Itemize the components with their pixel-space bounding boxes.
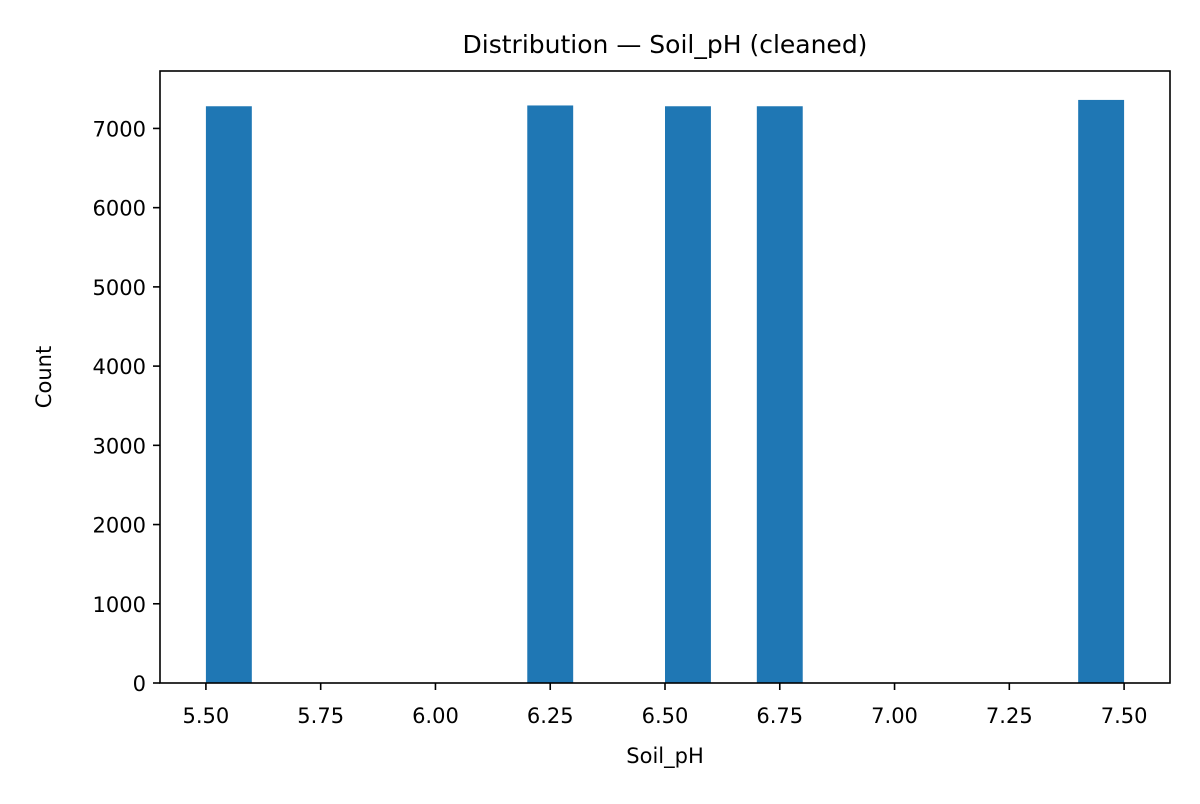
x-tick-label: 5.50 [183,704,230,728]
y-tick-label: 5000 [93,276,146,300]
x-tick-label: 6.75 [756,704,803,728]
x-axis-ticks: 5.50 5.75 6.00 6.25 6.50 6.75 7.00 7.25 7.50 [183,683,1148,728]
x-tick-label: 5.75 [297,704,344,728]
chart-title: Distribution — Soil_pH (cleaned) [463,30,868,59]
histogram-bar-1 [205,106,252,683]
x-tick-label: 6.50 [642,704,689,728]
x-tick-label: 7.50 [1101,704,1148,728]
x-tick-label: 6.00 [412,704,459,728]
histogram-bar-2 [527,105,574,683]
y-tick-label: 3000 [93,434,146,458]
histogram-bar-5 [1078,99,1125,683]
histogram-bar-3 [665,106,711,683]
y-tick-label: 0 [133,672,146,696]
x-tick-label: 7.25 [986,704,1033,728]
y-axis-label: Count [32,346,56,408]
y-tick-label: 4000 [93,355,146,379]
histogram-bar-4 [756,106,803,683]
y-tick-label: 1000 [93,593,146,617]
y-tick-label: 2000 [93,514,146,538]
x-axis-label: Soil_pH [626,744,703,769]
x-tick-label: 6.25 [527,704,574,728]
y-axis-ticks: 0 1000 2000 3000 4000 5000 6000 7000 [93,117,160,696]
bars-layer [205,99,1125,683]
x-tick-label: 7.00 [871,704,918,728]
y-tick-label: 6000 [93,197,146,221]
y-tick-label: 7000 [93,117,146,141]
plot-frame [159,70,1171,684]
